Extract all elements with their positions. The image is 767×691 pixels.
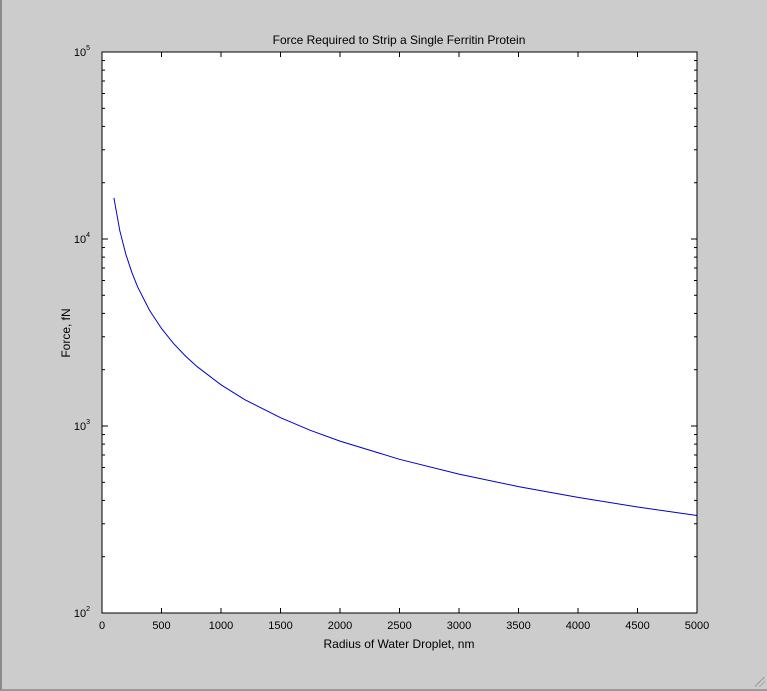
x-tick-label: 1000 bbox=[209, 620, 233, 632]
series-line bbox=[113, 197, 698, 516]
x-tick-label: 1500 bbox=[268, 620, 292, 632]
plot-content: 0 500 1000 1500 2000 2500 3000 3500 4000 4500 5000… bbox=[74, 45, 709, 632]
plot-area bbox=[102, 52, 697, 613]
x-axis-label: Radius of Water Droplet, nm bbox=[324, 637, 475, 651]
x-tick-label: 3000 bbox=[447, 620, 471, 632]
y-tick-label: 104 bbox=[74, 232, 90, 246]
x-tick-label: 2000 bbox=[328, 620, 352, 632]
x-tick-label: 2500 bbox=[387, 620, 411, 632]
x-tick-label: 4500 bbox=[625, 620, 649, 632]
y-tick-label: 103 bbox=[74, 419, 90, 433]
y-axis-label: Force, fN bbox=[59, 308, 73, 357]
x-tick-label: 0 bbox=[99, 620, 105, 632]
resize-grip[interactable] bbox=[755, 677, 765, 687]
x-tick-label: 3500 bbox=[506, 620, 530, 632]
x-tick-label: 500 bbox=[152, 620, 170, 632]
y-tick-label: 105 bbox=[74, 45, 90, 59]
x-tick-label: 4000 bbox=[566, 620, 590, 632]
plot-frame bbox=[101, 51, 698, 614]
x-tick-label: 5000 bbox=[685, 620, 709, 632]
chart-title: Force Required to Strip a Single Ferriti… bbox=[273, 33, 526, 47]
y-tick-label: 102 bbox=[74, 606, 90, 620]
